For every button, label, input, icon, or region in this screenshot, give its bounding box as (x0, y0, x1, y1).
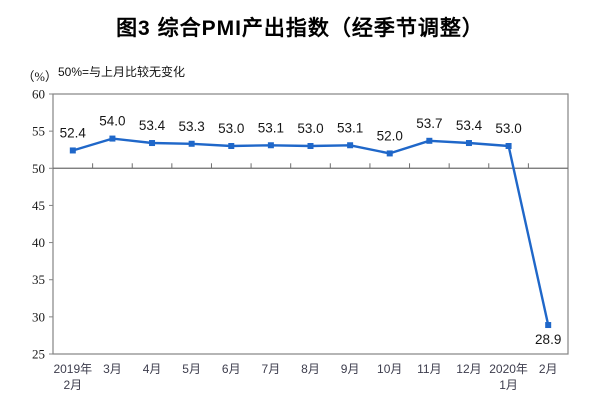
x-axis-label: 8月 (301, 362, 320, 376)
data-point-label: 54.0 (99, 114, 125, 129)
y-axis-tick-label: 55 (32, 124, 45, 139)
x-axis-label: 11月 (417, 362, 441, 376)
data-point-marker (386, 150, 393, 157)
x-axis-label: 5月 (182, 362, 201, 376)
x-axis-label: 2月 (539, 362, 558, 376)
x-axis-label: 4月 (143, 362, 162, 376)
x-axis-label: 12月 (456, 362, 481, 376)
y-axis-unit-label: （%） (22, 70, 58, 84)
data-point-marker (426, 137, 433, 144)
x-axis-label: 6月 (222, 362, 241, 376)
x-axis-label: 7月 (262, 362, 281, 376)
data-point-marker (465, 140, 472, 147)
y-axis-tick-label: 35 (32, 272, 45, 287)
data-point-label: 53.0 (218, 121, 244, 136)
data-point-marker (69, 147, 76, 154)
data-point-marker (307, 143, 314, 149)
x-axis-label: 10月 (377, 362, 402, 376)
y-axis-tick-label: 25 (32, 347, 45, 362)
x-axis-label: 2月 (63, 378, 82, 392)
data-point-label: 53.3 (179, 119, 205, 134)
data-point-marker (109, 135, 116, 142)
data-point-marker (505, 143, 512, 149)
data-point-label: 53.4 (456, 118, 483, 133)
pmi-series-line (71, 137, 550, 327)
y-axis-tick-label: 50 (32, 161, 45, 176)
data-point-label: 53.1 (258, 120, 284, 135)
data-point-label: 28.9 (535, 332, 561, 347)
data-point-marker (347, 142, 354, 149)
reference-note: 50%=与上月比较无变化 (58, 65, 186, 79)
y-axis-tick-label: 60 (32, 87, 45, 102)
y-axis-tick-label: 30 (32, 309, 45, 324)
data-point-marker (267, 142, 274, 149)
y-axis-tick-label: 40 (32, 235, 45, 250)
data-point-marker (149, 140, 156, 147)
data-point-label: 53.0 (297, 121, 323, 136)
x-axis-label: 9月 (341, 362, 360, 376)
data-point-label: 52.0 (377, 128, 403, 143)
data-point-label: 53.4 (139, 118, 166, 133)
data-point-label: 53.7 (416, 116, 442, 131)
plot-border (52, 93, 569, 355)
chart-title: 图3 综合PMI产出指数（经季节调整） (116, 17, 484, 40)
data-point-label: 53.0 (495, 121, 521, 136)
data-point-label: 52.4 (60, 125, 87, 140)
data-point-marker (545, 322, 552, 329)
x-axis-label: 2019年 (53, 362, 92, 376)
x-axis-label: 3月 (103, 362, 122, 376)
y-axis-tick-label: 45 (32, 198, 45, 213)
data-point-marker (188, 140, 195, 147)
x-axis-label: 1月 (499, 378, 518, 392)
x-axis-label: 2020年 (489, 362, 528, 376)
data-point-label: 53.1 (337, 120, 363, 135)
data-point-marker (228, 143, 235, 149)
